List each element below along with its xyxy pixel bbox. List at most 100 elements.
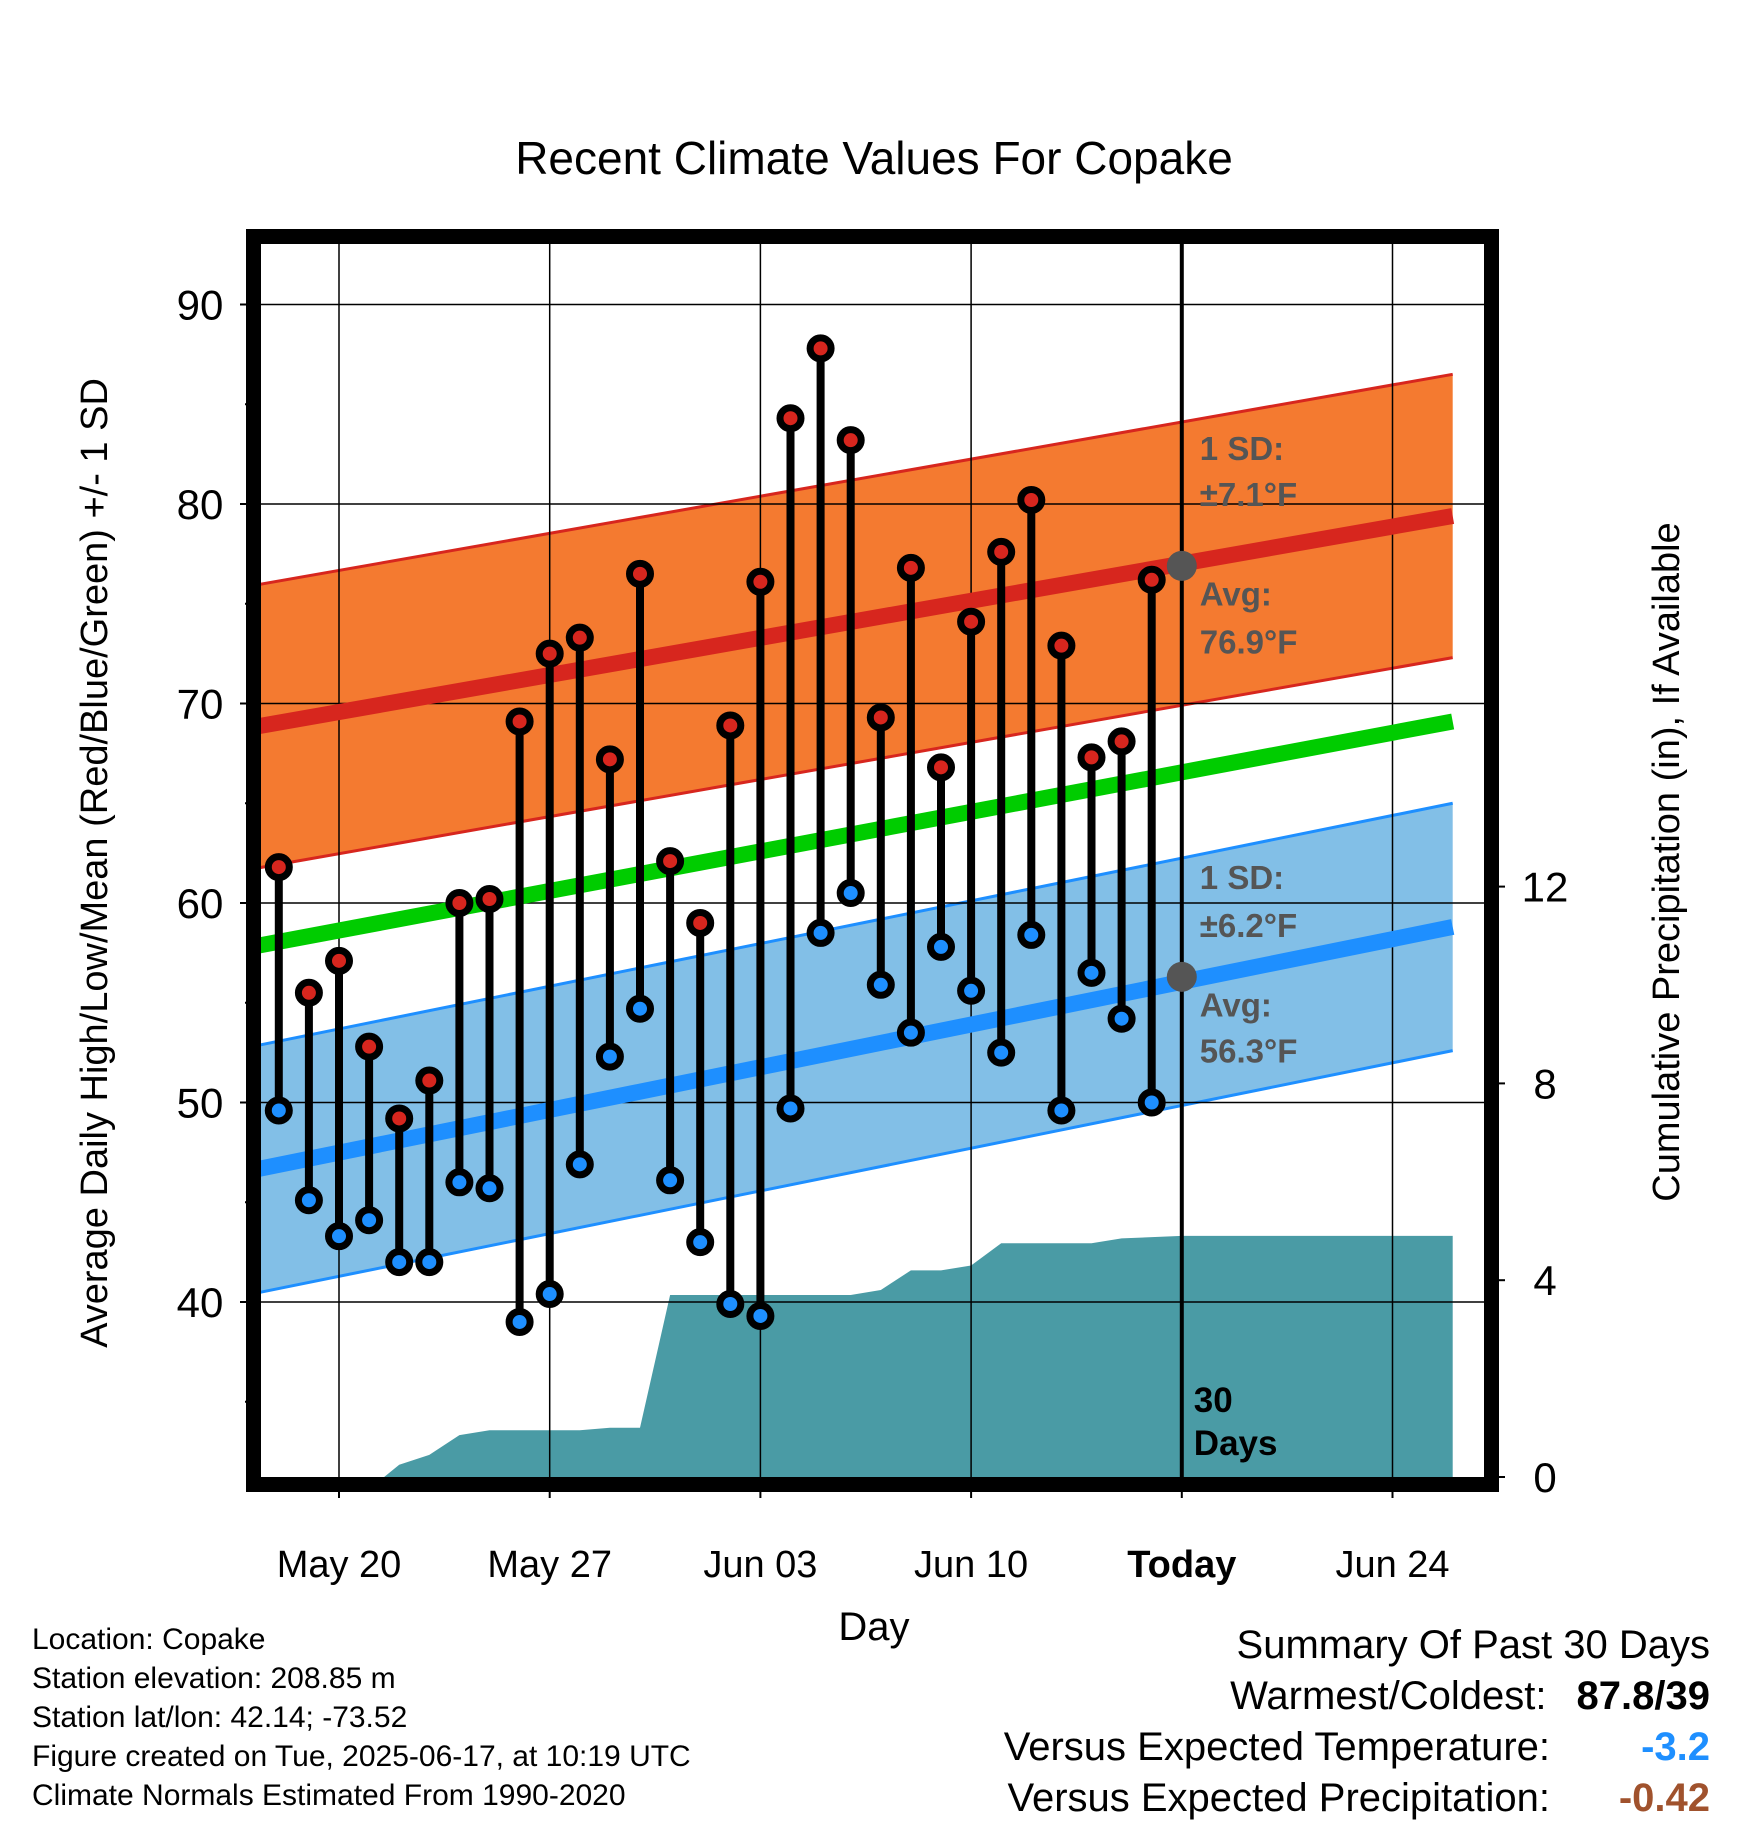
precip-value: -0.42 (1618, 1776, 1710, 1820)
daily-low-point (656, 1166, 685, 1195)
daily-low-point (686, 1228, 715, 1257)
daily-high-point (264, 853, 293, 882)
y2-tick-label: 8 (1533, 1060, 1556, 1107)
summary-precip: Versus Expected Precipitation: -0.42 (1004, 1773, 1710, 1824)
x-tick-label: Jun 10 (914, 1544, 1028, 1586)
daily-high-point (1137, 565, 1166, 594)
daily-high-point (686, 908, 715, 937)
daily-low-point (927, 932, 955, 961)
y-tick-label: 40 (177, 1279, 224, 1326)
daily-low-point (776, 1094, 805, 1123)
daily-low-point (1077, 958, 1106, 987)
daily-low-point (806, 918, 835, 947)
daily-high-point (1107, 727, 1136, 756)
temp-value: -3.2 (1641, 1725, 1710, 1769)
daily-low-point (595, 1042, 624, 1071)
chart-title: Recent Climate Values For Copake (515, 132, 1233, 184)
low-sd-value: ±6.2°F (1200, 907, 1297, 944)
plot-area: 1 SD: ±7.1°F Avg: 76.9°F 1 SD: ±6.2°F Avg: 56.3… (261, 244, 1484, 1477)
elevation-text: Station elevation: 208.85 m (32, 1662, 396, 1695)
days-count-label: 30 (1194, 1381, 1233, 1420)
low-band-upper-edge (261, 801, 1453, 1047)
daily-high-point (1017, 486, 1046, 515)
daily-high-point (445, 889, 474, 917)
created-text: Figure created on Tue, 2025-06-17, at 10… (32, 1740, 691, 1773)
daily-low-point (1107, 1004, 1136, 1033)
y-tick-label: 50 (177, 1080, 224, 1127)
daily-high-point (565, 623, 594, 652)
plot-frame (246, 229, 1499, 1492)
x-axis-title: Day (838, 1605, 909, 1649)
warmest-coldest-value: 87.8/39 (1576, 1674, 1710, 1718)
x-tick-label: Today (1127, 1544, 1236, 1586)
daily-low-point (866, 970, 895, 999)
summary-temp: Versus Expected Temperature: -3.2 (1004, 1722, 1710, 1773)
y-tick-label: 90 (177, 282, 224, 329)
precip-label: Versus Expected Precipitation: (1007, 1776, 1550, 1820)
daily-high-point (866, 703, 895, 732)
daily-low-point (535, 1280, 564, 1309)
x-tick-label: Jun 03 (703, 1544, 817, 1586)
low-avg-label: Avg: (1200, 987, 1272, 1024)
summary-warmest-coldest: Warmest/Coldest: 87.8/39 (1004, 1671, 1710, 1722)
y-axis-title: Average Daily High/Low/Mean (Red/Blue/Gr… (74, 378, 116, 1348)
daily-low-point (836, 879, 865, 908)
daily-high-point (656, 847, 685, 876)
daily-high-point (355, 1032, 384, 1061)
avg-low-marker (1166, 961, 1197, 992)
daily-low-point (746, 1301, 775, 1330)
daily-low-point (475, 1174, 504, 1203)
y2-tick-label: 12 (1522, 864, 1569, 911)
daily-low-point (716, 1289, 745, 1318)
daily-high-point (505, 707, 534, 736)
daily-high-point (325, 946, 353, 975)
daily-low-point (385, 1248, 414, 1277)
daily-low-point (294, 1186, 323, 1215)
low-band-lower-edge (261, 1049, 1453, 1294)
summary-title: Summary Of Past 30 Days (1236, 1623, 1710, 1667)
temp-label: Versus Expected Temperature: (1003, 1725, 1550, 1769)
days-unit-label: Days (1194, 1424, 1278, 1463)
y2-tick-label: 0 (1533, 1454, 1556, 1501)
daily-high-point (896, 553, 925, 582)
daily-low-point (957, 976, 986, 1005)
daily-low-point (1047, 1096, 1076, 1125)
daily-low-point (325, 1222, 353, 1251)
daily-high-point (836, 426, 865, 455)
daily-high-point (535, 639, 564, 668)
daily-high-point (957, 607, 986, 636)
low-sd-label: 1 SD: (1200, 859, 1284, 896)
low-avg-value: 56.3°F (1200, 1033, 1298, 1070)
daily-high-point (294, 978, 323, 1007)
high-sd-value: ±7.1°F (1200, 476, 1297, 513)
y-tick-label: 80 (177, 481, 224, 528)
daily-high-point (746, 567, 775, 596)
normal-low-line (261, 919, 1455, 1177)
daily-low-point (445, 1168, 474, 1197)
daily-high-point (415, 1066, 444, 1095)
location-text: Location: Copake (32, 1623, 266, 1656)
daily-low-point (264, 1096, 293, 1125)
daily-high-point (595, 745, 624, 774)
daily-low-point (896, 1018, 925, 1047)
y2-axis-title: Cumulative Precipitation (in), If Availa… (1646, 522, 1688, 1201)
daily-high-point (1077, 743, 1106, 772)
daily-low-point (505, 1307, 534, 1336)
high-avg-label: Avg: (1200, 576, 1272, 613)
daily-low-point (415, 1248, 444, 1277)
daily-high-point (475, 885, 504, 914)
daily-low-point (355, 1206, 384, 1235)
y2-tick-label: 4 (1533, 1257, 1556, 1304)
daily-high-point (776, 404, 805, 433)
avg-high-marker (1166, 550, 1197, 581)
warmest-coldest-label: Warmest/Coldest: (1230, 1674, 1547, 1718)
daily-low-point (1017, 920, 1046, 949)
y-tick-label: 70 (177, 681, 224, 728)
station-info: Location: Copake Station elevation: 208.… (32, 1620, 691, 1815)
latlon-text: Station lat/lon: 42.14; -73.52 (32, 1701, 408, 1734)
x-tick-label: Jun 24 (1335, 1544, 1449, 1586)
daily-low-point (987, 1038, 1016, 1067)
precip-area (261, 1235, 1453, 1477)
daily-high-point (806, 334, 835, 363)
